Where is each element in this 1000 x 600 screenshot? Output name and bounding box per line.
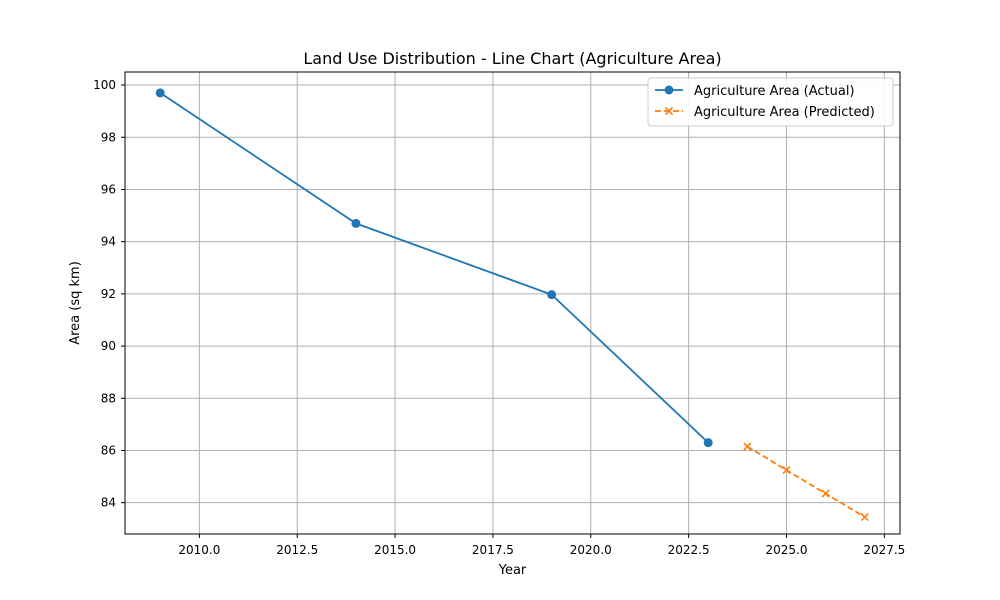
x-tick-label: 2012.5 bbox=[276, 543, 318, 557]
y-tick-label: 100 bbox=[93, 78, 116, 92]
y-tick-label: 84 bbox=[101, 496, 116, 510]
legend-item: Agriculture Area (Predicted) bbox=[655, 105, 875, 120]
y-axis-label: Area (sq km) bbox=[68, 261, 83, 345]
legend-item: Agriculture Area (Actual) bbox=[655, 84, 855, 99]
legend-marker bbox=[664, 85, 674, 95]
data-point bbox=[351, 218, 361, 228]
x-tick-label: 2020.0 bbox=[570, 543, 612, 557]
series-predicted bbox=[743, 442, 869, 522]
x-tick-label: 2010.0 bbox=[178, 543, 220, 557]
legend: Agriculture Area (Actual) Agriculture Are… bbox=[647, 77, 894, 127]
data-point bbox=[860, 512, 869, 522]
data-point bbox=[782, 465, 791, 475]
series-line bbox=[159, 92, 709, 444]
y-tick-label: 98 bbox=[101, 130, 116, 144]
y-tick-label: 96 bbox=[101, 182, 116, 196]
data-point bbox=[547, 290, 557, 300]
legend-label: Agriculture Area (Predicted) bbox=[694, 105, 875, 120]
series-layer bbox=[155, 88, 869, 522]
data-point bbox=[743, 442, 752, 451]
x-tick-label: 2027.5 bbox=[863, 543, 905, 557]
series-line bbox=[746, 445, 866, 518]
y-tick-label: 90 bbox=[101, 339, 116, 353]
y-tick-label: 86 bbox=[101, 443, 116, 457]
y-tick-label: 94 bbox=[101, 235, 116, 249]
x-tick-label: 2022.5 bbox=[668, 543, 710, 557]
grid bbox=[125, 72, 900, 534]
y-tick-label: 92 bbox=[101, 287, 116, 301]
plot-area-frame bbox=[124, 71, 901, 535]
x-tick-label: 2025.0 bbox=[765, 543, 807, 557]
chart-title: Land Use Distribution - Line Chart (Agri… bbox=[303, 49, 721, 68]
legend-marker bbox=[664, 106, 674, 116]
data-point bbox=[821, 489, 830, 498]
legend-box bbox=[647, 77, 894, 127]
x-axis-label: Year bbox=[498, 563, 527, 578]
series-actual bbox=[155, 88, 713, 448]
y-axis-ticks: 84 86 88 90 92 94 96 98 100 bbox=[93, 78, 125, 510]
x-axis-ticks: 2010.0 2012.5 2015.0 2017.5 2020.0 2022.5 2025… bbox=[178, 534, 905, 557]
x-tick-label: 2017.5 bbox=[472, 543, 514, 557]
data-point bbox=[155, 88, 165, 98]
data-point bbox=[703, 438, 713, 448]
y-tick-label: 88 bbox=[101, 391, 116, 405]
legend-label: Agriculture Area (Actual) bbox=[694, 84, 855, 99]
x-tick-label: 2015.0 bbox=[374, 543, 416, 557]
